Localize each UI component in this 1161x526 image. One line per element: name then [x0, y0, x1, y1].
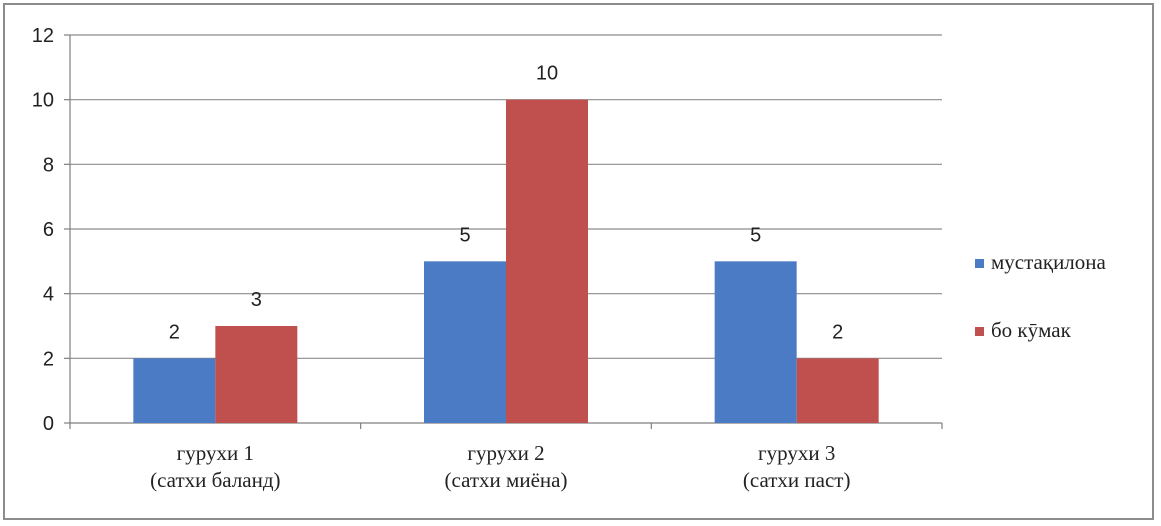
- bar: [424, 261, 506, 423]
- chart-frame: 0 2 4 6 8 10 12 2 3 гурухи 1 (сатхи баланд) 5 10 гуру…: [3, 3, 1154, 520]
- bar: [215, 326, 298, 423]
- data-label: 3: [251, 289, 262, 311]
- y-tick-label: 0: [43, 413, 54, 435]
- x-category-label: гурухи 2: [467, 441, 544, 465]
- legend-label: бо кӯмак: [991, 318, 1072, 342]
- data-label: 5: [459, 224, 470, 246]
- bar: [796, 358, 879, 423]
- legend-marker: [975, 327, 984, 336]
- data-label: 5: [750, 224, 761, 246]
- y-tick-label: 2: [43, 348, 54, 370]
- y-tick-label: 10: [32, 90, 54, 112]
- x-category-label: гурухи 3: [758, 441, 835, 465]
- x-category-label: гурухи 1: [177, 441, 254, 465]
- y-tick-label: 4: [43, 284, 54, 306]
- legend: мустақилона бо кӯмак: [975, 250, 1107, 342]
- bar: [133, 358, 216, 423]
- x-category-label: (сатхи миёна): [445, 468, 568, 492]
- bars: [133, 99, 879, 424]
- data-label: 10: [536, 63, 558, 85]
- legend-marker: [975, 259, 984, 268]
- x-category-label: (сатхи баланд): [150, 468, 280, 492]
- bar: [506, 99, 588, 424]
- y-tick-label: 12: [32, 25, 54, 47]
- y-tick-label: 6: [43, 219, 54, 241]
- bar: [714, 261, 797, 423]
- data-label: 2: [169, 321, 180, 343]
- y-tick-label: 8: [43, 154, 54, 176]
- legend-label: мустақилона: [991, 250, 1107, 274]
- labels: 0 2 4 6 8 10 12 2 3 гурухи 1 (сатхи баланд) 5 10 гуру…: [32, 25, 851, 492]
- data-label: 2: [832, 321, 843, 343]
- bar-chart: 0 2 4 6 8 10 12 2 3 гурухи 1 (сатхи баланд) 5 10 гуру…: [32, 25, 1107, 492]
- x-category-label: (сатхи паст): [743, 468, 851, 492]
